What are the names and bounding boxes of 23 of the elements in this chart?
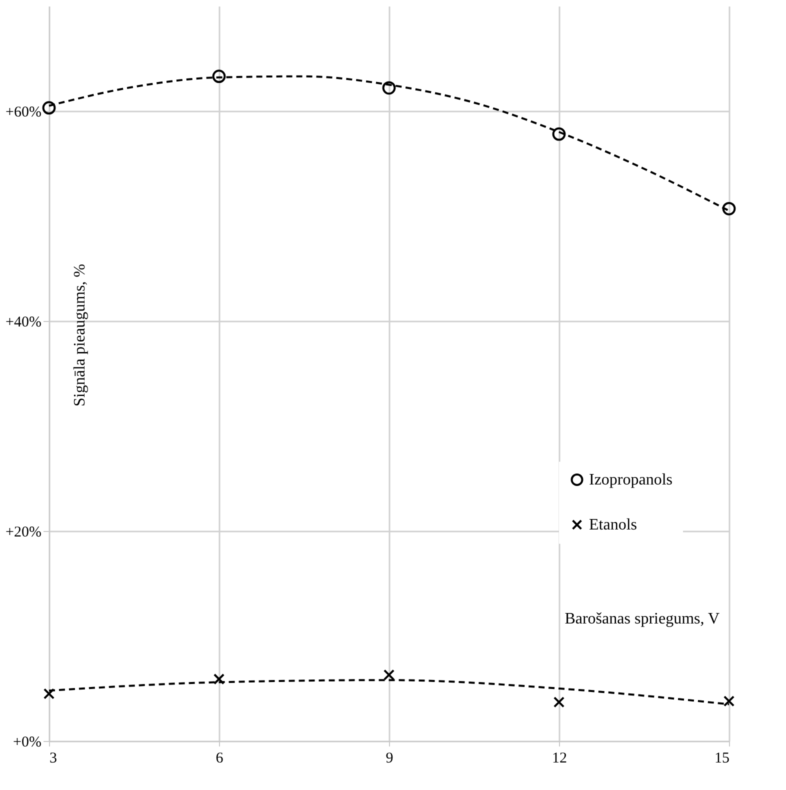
legend-label: Etanols: [589, 516, 637, 534]
x-tick-label: 3: [50, 750, 57, 766]
point: [43, 688, 55, 700]
x-tick-label: 15: [714, 750, 730, 766]
point: [553, 696, 565, 708]
point: [382, 81, 396, 95]
legend-label: Izopropanols: [589, 472, 673, 489]
y-tick-label: +40%: [6, 314, 42, 330]
point: [722, 202, 736, 216]
point: [723, 696, 735, 707]
x-tick-label: 6: [216, 750, 224, 766]
point: [552, 127, 566, 141]
y-tick-label: +20%: [6, 524, 42, 540]
point: [383, 669, 395, 680]
x-tick-label: 12: [552, 750, 567, 766]
y-tick-label: +60%: [6, 104, 42, 120]
point: [42, 101, 56, 115]
x-axis-title: Barošanas spriegums, V: [564, 610, 720, 628]
y-tick-label: +0%: [13, 734, 42, 750]
y-axis-title: Signāla pieaugums, %: [72, 264, 88, 406]
point: [213, 673, 225, 685]
point: [212, 70, 226, 84]
x-tick-label: 9: [386, 750, 394, 766]
